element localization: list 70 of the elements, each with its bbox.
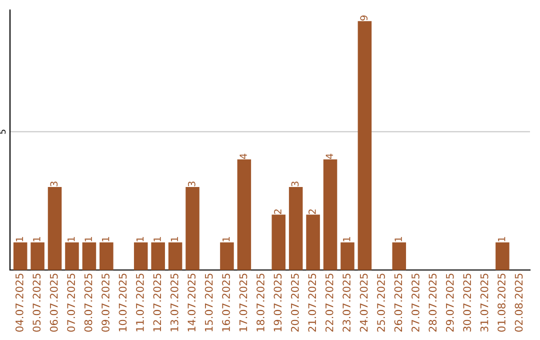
x-tick-label: 23.07.2025 [342, 274, 351, 332]
x-tick-label: 07.07.2025 [67, 274, 76, 332]
x-tick-label: 08.07.2025 [84, 274, 92, 332]
data-label: 1 [170, 237, 178, 242]
data-label: 1 [16, 237, 24, 242]
data-label: 1 [84, 237, 92, 242]
bar [82, 242, 96, 270]
bar [168, 242, 182, 270]
bar [306, 214, 320, 270]
bar [496, 242, 510, 270]
data-label: 1 [102, 237, 110, 242]
bar [151, 242, 165, 270]
x-tick-label: 25.07.2025 [377, 274, 385, 332]
bar [288, 187, 303, 270]
x-tick-label: 27.07.2025 [412, 274, 420, 332]
x-tick-label: 28.07.2025 [428, 274, 437, 332]
bar [65, 242, 79, 270]
x-tick-label: 04.07.2025 [15, 274, 24, 332]
x-tick-label: 18.07.2025 [256, 274, 264, 332]
x-tick-label: 19.07.2025 [274, 274, 282, 332]
data-label: 1 [394, 237, 402, 242]
data-label: 1 [68, 237, 75, 242]
data-label: 1 [343, 237, 350, 242]
x-tick-label: 29.07.2025 [446, 274, 454, 332]
bar [100, 242, 114, 270]
x-tick-label: 06.07.2025 [50, 274, 58, 332]
bar [392, 242, 406, 270]
data-label: 1 [222, 237, 230, 242]
x-tick-label: 30.07.2025 [463, 274, 472, 332]
bar [237, 159, 252, 270]
x-tick-label: 12.07.2025 [153, 274, 162, 332]
data-label: 3 [291, 182, 299, 186]
data-label: 1 [33, 237, 40, 242]
bar [358, 21, 372, 270]
x-tick-label: 14.07.2025 [188, 274, 196, 332]
data-label: 2 [308, 209, 316, 214]
data-label: 1 [498, 237, 506, 242]
bar [13, 242, 28, 270]
x-tick-label: 13.07.2025 [170, 274, 178, 332]
data-label: 1 [154, 237, 161, 242]
data-label: 2 [274, 209, 282, 214]
x-tick-label: 17.07.2025 [239, 274, 248, 332]
bar [186, 187, 200, 270]
bar [272, 214, 286, 270]
data-label: 4 [326, 154, 333, 159]
bar [323, 159, 338, 270]
x-tick-label: 02.08.2025 [514, 274, 523, 332]
data-label: 4 [240, 154, 247, 159]
x-tick-label: 05.07.2025 [32, 274, 41, 332]
data-label: 3 [50, 182, 58, 186]
x-tick-label: 24.07.2025 [360, 274, 368, 332]
x-tick-label: 26.07.2025 [394, 274, 402, 332]
x-tick-label: 31.07.2025 [480, 274, 488, 332]
x-tick-label: 20.07.2025 [290, 274, 299, 332]
x-tick-label: 15.07.2025 [204, 274, 213, 332]
bar [30, 242, 44, 270]
data-label: 1 [136, 237, 144, 242]
bar [48, 187, 62, 270]
data-label: 3 [188, 182, 196, 186]
x-tick-label: 21.07.2025 [308, 274, 316, 332]
x-tick-label: 10.07.2025 [118, 274, 127, 332]
x-tick-label: 22.07.2025 [325, 274, 334, 332]
x-tick-label: 01.08.2025 [498, 274, 506, 332]
bar [134, 242, 148, 270]
x-tick-label: 16.07.2025 [222, 274, 230, 332]
bar [220, 242, 234, 270]
bar [340, 242, 354, 270]
x-tick-label: 11.07.2025 [136, 274, 144, 332]
x-tick-label: 09.07.2025 [102, 274, 110, 332]
data-label: 9 [360, 16, 368, 20]
